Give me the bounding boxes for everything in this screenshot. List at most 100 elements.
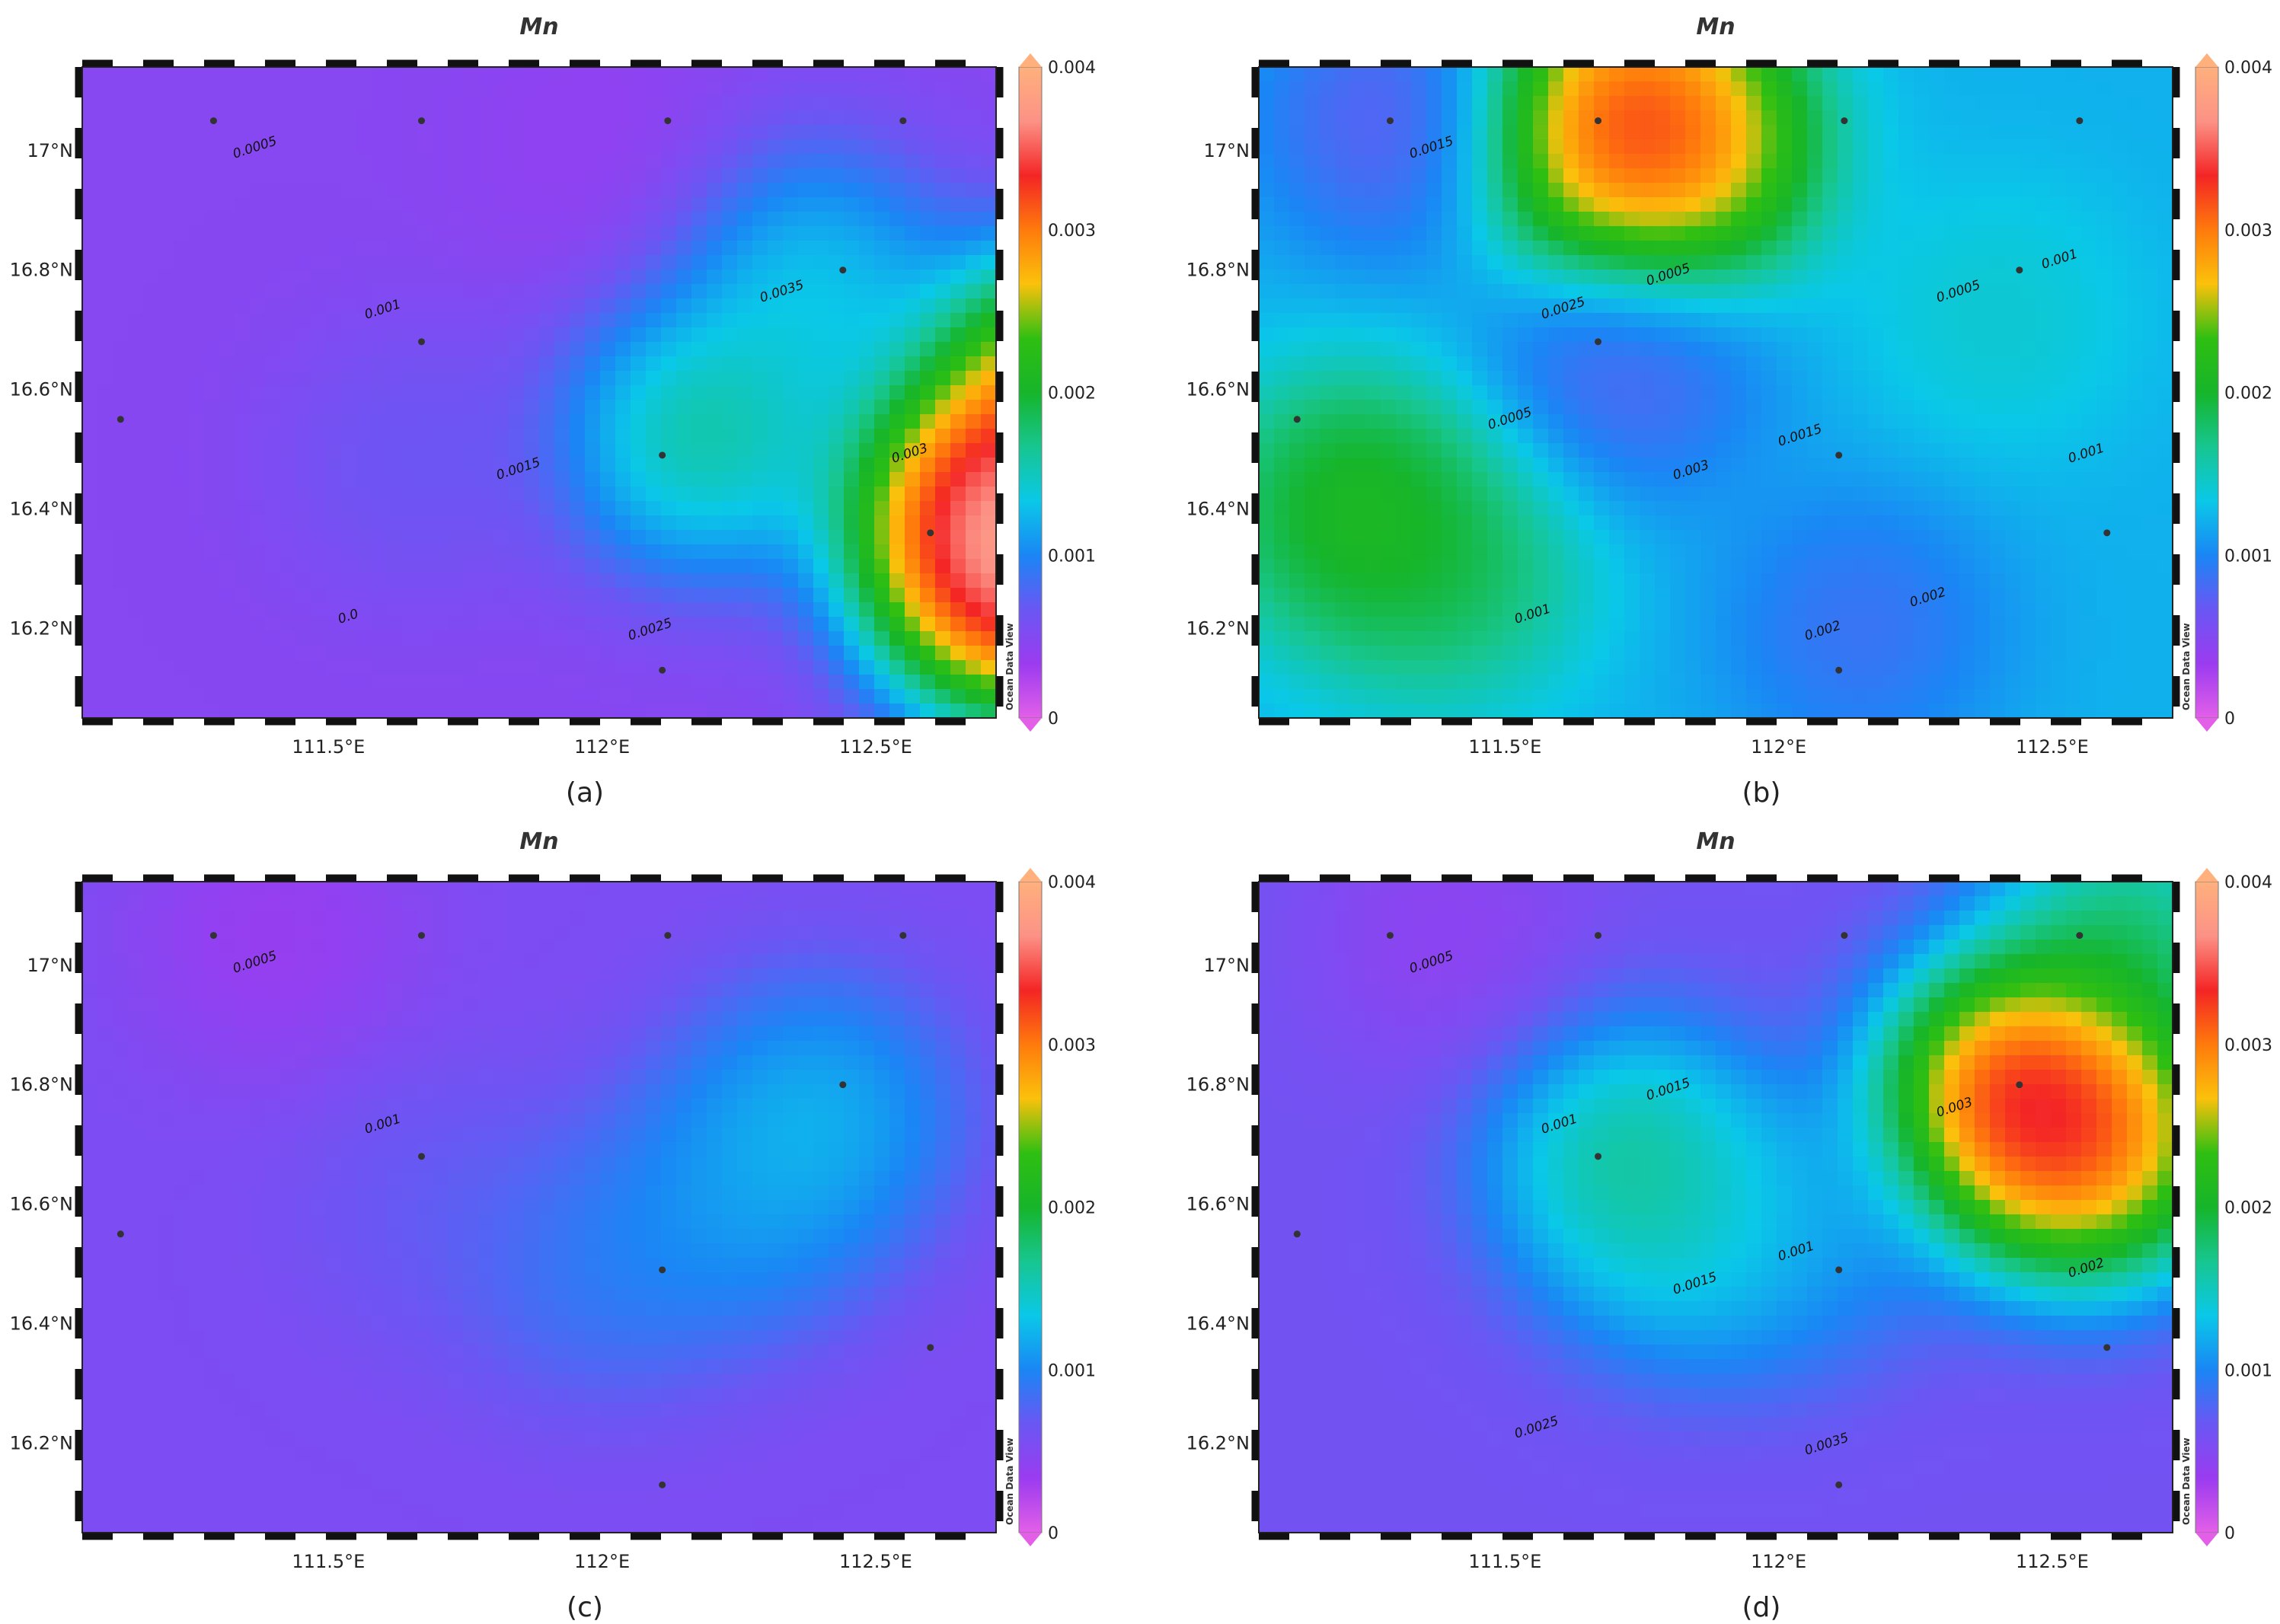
x-tick-label: 111.5°E — [292, 1551, 365, 1572]
y-tick-label: 16.2°N — [1186, 617, 1250, 639]
station-marker — [664, 932, 672, 940]
y-tick-label: 17°N — [27, 140, 74, 161]
panel-caption: (a) — [566, 777, 604, 809]
station-marker — [1835, 451, 1843, 459]
x-tick-label: 112°E — [574, 736, 630, 758]
station-marker — [1841, 932, 1848, 940]
station-marker — [899, 932, 907, 940]
panel-d: Mn0.00050.0010.00150.00350.0030.0020.002… — [1186, 828, 2272, 1623]
colorbar-tick-label: 0.001 — [1048, 547, 1096, 566]
station-marker — [1386, 932, 1394, 940]
colorbar — [1018, 881, 1043, 1533]
station-marker — [117, 1230, 124, 1238]
station-marker — [418, 1153, 426, 1160]
y-tick-label: 16.6°N — [1186, 379, 1250, 400]
station-marker — [418, 117, 426, 125]
station-marker — [659, 1481, 666, 1488]
station-marker — [839, 1081, 847, 1089]
y-tick-label: 17°N — [27, 955, 74, 976]
x-tick-label: 112.5°E — [2016, 1551, 2089, 1572]
station-marker — [1595, 932, 1602, 940]
colorbar-bottom-arrow — [1019, 1533, 1042, 1546]
heatmap-field — [1259, 882, 2173, 1533]
colorbar-tick-label: 0.004 — [2224, 873, 2272, 892]
plot-frame — [1258, 66, 2173, 719]
panel-title: Mn — [519, 828, 558, 855]
panel-caption: (d) — [1742, 1592, 1781, 1623]
station-marker — [1595, 1153, 1602, 1160]
colorbar-top-arrow — [2195, 868, 2218, 882]
station-marker — [1841, 117, 1848, 125]
colorbar-tick-label: 0 — [2224, 1524, 2235, 1543]
station-marker — [2103, 529, 2111, 537]
station-marker — [927, 1344, 934, 1351]
colorbar-tick-label: 0.004 — [1048, 873, 1096, 892]
colorbar-top-arrow — [1019, 53, 1042, 67]
y-tick-label: 16.4°N — [10, 498, 73, 519]
odv-watermark: Ocean Data View — [2181, 1437, 2192, 1525]
colorbar-tick-label: 0.004 — [2224, 59, 2272, 78]
station-marker — [659, 451, 666, 459]
panel-a: Mn0.00050.0010.00150.00250.00350.0030.01… — [10, 14, 1096, 809]
station-marker — [117, 416, 124, 423]
y-tick-label: 16.4°N — [1186, 498, 1250, 519]
heatmap-field — [82, 67, 996, 718]
station-marker — [418, 338, 426, 346]
colorbar-tick-label: 0 — [1048, 1524, 1059, 1543]
station-marker — [209, 117, 217, 125]
station-marker — [2076, 932, 2084, 940]
x-tick-label: 111.5°E — [1468, 1551, 1541, 1572]
station-marker — [1835, 1266, 1843, 1274]
colorbar-bottom-arrow — [2195, 718, 2218, 732]
x-tick-label: 111.5°E — [1468, 736, 1541, 758]
colorbar-bottom-arrow — [2195, 1533, 2218, 1546]
panel-caption: (c) — [567, 1592, 603, 1623]
plot-frame — [81, 66, 997, 719]
station-marker — [1293, 416, 1301, 423]
y-tick-label: 17°N — [1204, 955, 1250, 976]
station-marker — [2076, 117, 2084, 125]
y-tick-label: 16.8°N — [1186, 260, 1250, 281]
colorbar-top-arrow — [1019, 868, 1042, 882]
colorbar-tick-label: 0.002 — [2224, 384, 2272, 404]
y-tick-label: 16.2°N — [10, 617, 73, 639]
y-tick-label: 16.6°N — [10, 1194, 73, 1215]
y-tick-label: 16.2°N — [1186, 1432, 1250, 1453]
x-tick-label: 112°E — [1751, 736, 1806, 758]
y-tick-label: 16.6°N — [1186, 1194, 1250, 1215]
station-marker — [1835, 666, 1843, 674]
station-marker — [927, 529, 934, 537]
panel-b: Mn0.00150.00250.0030.0020.00050.0010.001… — [1186, 14, 2272, 809]
x-tick-label: 111.5°E — [292, 736, 365, 758]
colorbar-tick-label: 0.002 — [2224, 1199, 2272, 1218]
heatmap-field — [1259, 67, 2173, 718]
station-marker — [418, 932, 426, 940]
x-tick-label: 112°E — [574, 1551, 630, 1572]
colorbar-tick-label: 0.003 — [1048, 1036, 1096, 1055]
x-tick-label: 112.5°E — [2016, 736, 2089, 758]
station-marker — [1595, 117, 1602, 125]
y-tick-label: 16.8°N — [1186, 1074, 1250, 1096]
odv-watermark: Ocean Data View — [1004, 1437, 1015, 1525]
colorbar-tick-label: 0 — [1048, 710, 1059, 729]
station-marker — [2016, 266, 2023, 274]
panel-caption: (b) — [1742, 777, 1781, 809]
colorbar-tick-label: 0.004 — [1048, 59, 1096, 78]
station-marker — [659, 1266, 666, 1274]
heatmap-field — [82, 882, 996, 1533]
colorbar-tick-label: 0.002 — [1048, 384, 1096, 404]
station-marker — [1386, 117, 1394, 125]
y-tick-label: 16.8°N — [10, 1074, 73, 1096]
station-marker — [839, 266, 847, 274]
odv-watermark: Ocean Data View — [2181, 623, 2192, 710]
y-tick-label: 16.4°N — [10, 1313, 73, 1334]
colorbar-tick-label: 0.001 — [2224, 547, 2272, 566]
y-tick-label: 16.8°N — [10, 260, 73, 281]
station-marker — [209, 932, 217, 940]
y-tick-label: 16.4°N — [1186, 1313, 1250, 1334]
panel-title: Mn — [519, 14, 558, 40]
colorbar-tick-label: 0 — [2224, 710, 2235, 729]
y-tick-label: 17°N — [1204, 140, 1250, 161]
